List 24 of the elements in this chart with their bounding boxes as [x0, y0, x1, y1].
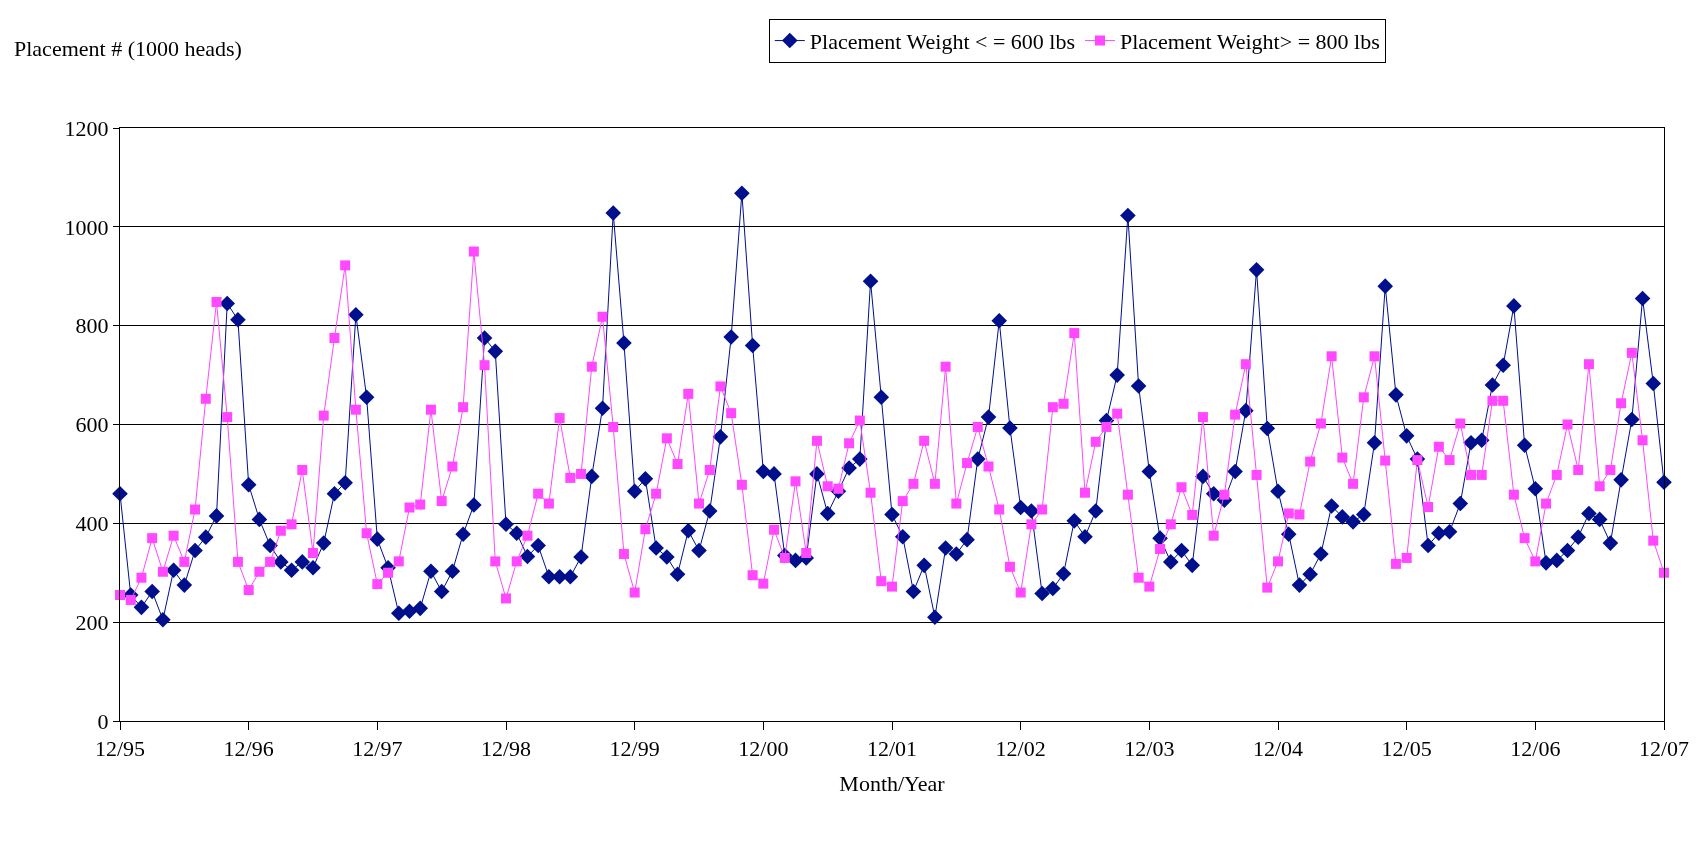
- x-tick-label: 12/96: [223, 736, 274, 762]
- x-axis-title: Month/Year: [839, 771, 946, 797]
- x-tick-label: 12/03: [1124, 736, 1175, 762]
- y-axis-title: Placement # (1000 heads): [14, 36, 242, 61]
- x-tick-label: 12/00: [738, 736, 789, 762]
- x-tick-label: 12/06: [1510, 736, 1561, 762]
- x-tick-label: 12/01: [866, 736, 918, 762]
- legend-label: Placement Weight < = 600 lbs: [809, 29, 1075, 55]
- y-tick-label: 400: [75, 511, 109, 537]
- legend-label: Placement Weight> = 800 lbs: [1120, 29, 1380, 55]
- y-tick-label: 600: [75, 412, 109, 438]
- x-tick-label: 12/05: [1381, 736, 1432, 762]
- x-tick-label: 12/99: [609, 736, 660, 762]
- y-tick-label: 200: [75, 609, 109, 635]
- x-tick-label: 12/98: [480, 736, 532, 762]
- y-tick-label: 1200: [64, 115, 109, 141]
- y-tick-label: 1000: [64, 214, 109, 240]
- x-tick-label: 12/07: [1638, 736, 1690, 762]
- x-tick-label: 12/97: [352, 736, 403, 762]
- y-tick-label: 0: [97, 708, 109, 734]
- x-tick-label: 12/95: [94, 736, 146, 762]
- x-tick-label: 12/04: [1252, 736, 1304, 762]
- y-tick-label: 800: [75, 313, 109, 339]
- x-tick-label: 12/02: [995, 736, 1046, 762]
